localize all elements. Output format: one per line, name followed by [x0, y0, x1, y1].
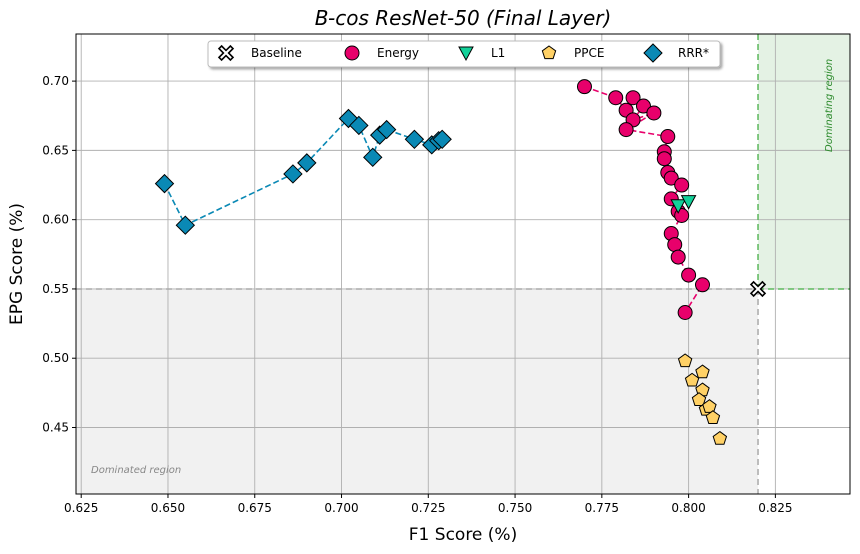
- data-point-ppce: [695, 364, 710, 379]
- x-tick-label: 0.775: [585, 501, 619, 515]
- legend-marker-ppce: [541, 45, 557, 60]
- legend-marker-l1: [458, 46, 474, 62]
- series-layer: [154, 79, 767, 445]
- data-point-rrr: [154, 173, 175, 194]
- legend-item-ppce: PPCE: [541, 45, 604, 60]
- legend-label-baseline: Baseline: [251, 46, 302, 60]
- data-point-rrr: [432, 129, 452, 150]
- data-point-energy: [681, 267, 697, 283]
- grid-lines: [76, 34, 850, 494]
- y-tick-label: 0.70: [42, 74, 69, 88]
- series-line-rrr: [163, 117, 443, 227]
- legend-label-ppce: PPCE: [574, 46, 604, 60]
- y-tick-label: 0.50: [42, 351, 69, 365]
- data-point-rrr: [297, 153, 317, 173]
- x-axis-label: F1 Score (%): [409, 525, 517, 545]
- series-baseline: [749, 280, 767, 298]
- series-l1: [670, 195, 697, 214]
- series-energy: [576, 79, 710, 320]
- plot-frame: [75, 33, 851, 495]
- x-tick-label: 0.625: [64, 501, 98, 515]
- legend-item-l1: L1: [458, 46, 505, 62]
- data-point-energy: [667, 237, 683, 253]
- x-tick-label: 0.650: [151, 501, 185, 515]
- x-tick-label: 0.675: [238, 501, 272, 515]
- legend-item-rrr: RRR*: [643, 43, 709, 63]
- data-point-ppce: [691, 392, 707, 406]
- x-tick-label: 0.825: [758, 501, 792, 515]
- data-point-energy: [635, 98, 651, 114]
- legend-label-rrr: RRR*: [678, 46, 709, 60]
- data-point-energy: [608, 90, 624, 106]
- data-point-baseline: [749, 280, 767, 298]
- data-point-energy: [656, 151, 672, 167]
- data-point-l1: [680, 195, 697, 210]
- data-point-energy: [663, 170, 679, 186]
- series-rrr: [154, 108, 452, 235]
- data-point-rrr: [404, 129, 425, 150]
- data-point-rrr: [283, 164, 303, 184]
- legend-item-baseline: Baseline: [217, 44, 302, 62]
- data-point-energy: [646, 105, 662, 121]
- y-tick-label: 0.55: [42, 282, 69, 296]
- plot-area: [76, 34, 850, 494]
- x-tick-label: 0.725: [411, 501, 445, 515]
- data-point-ppce: [677, 353, 693, 368]
- y-tick-label: 0.65: [42, 143, 69, 157]
- dominated-region: [76, 288, 759, 494]
- chart-title: B-cos ResNet-50 (Final Layer): [315, 6, 612, 30]
- data-point-energy: [694, 277, 710, 293]
- data-point-energy: [576, 79, 592, 95]
- x-tick-label: 0.750: [498, 501, 532, 515]
- data-point-energy: [670, 249, 686, 265]
- legend-label-energy: Energy: [377, 46, 419, 60]
- series-ppce: [677, 353, 728, 445]
- legend-item-energy: Energy: [344, 45, 419, 61]
- y-axis-ticks: 0.45 0.50 0.55 0.60 0.65 0.70: [42, 74, 76, 434]
- y-tick-label: 0.45: [42, 420, 69, 434]
- data-point-rrr: [363, 147, 383, 168]
- dominating-region: [758, 34, 850, 289]
- legend-marker-rrr: [643, 43, 663, 63]
- data-point-ppce: [684, 372, 700, 387]
- y-axis-label: EPG Score (%): [7, 203, 27, 325]
- data-point-rrr: [175, 215, 196, 235]
- legend-label-l1: L1: [491, 46, 505, 60]
- data-point-ppce: [705, 410, 721, 424]
- data-point-rrr: [349, 115, 369, 136]
- data-point-energy: [618, 122, 634, 138]
- legend-marker-energy: [344, 45, 360, 61]
- y-tick-label: 0.60: [42, 213, 69, 227]
- x-axis-ticks: 0.625 0.650 0.675 0.700 0.725 0.750 0.775 0.800…: [64, 494, 793, 515]
- data-point-ppce: [702, 399, 717, 413]
- data-point-energy: [625, 90, 641, 106]
- legend: Baseline Energy L1 PPCE RRR*: [207, 40, 721, 68]
- data-point-l1: [670, 199, 687, 214]
- data-point-energy: [674, 177, 690, 193]
- legend-marker-baseline: [217, 44, 235, 62]
- data-point-energy: [677, 304, 693, 320]
- data-point-energy: [660, 129, 676, 145]
- x-tick-label: 0.700: [324, 501, 358, 515]
- x-tick-label: 0.800: [671, 501, 705, 515]
- data-point-rrr: [376, 119, 397, 140]
- dominated-region-label: Dominated region: [91, 465, 181, 476]
- dominating-region-label: Dominating region: [824, 59, 835, 152]
- data-point-ppce: [712, 430, 728, 445]
